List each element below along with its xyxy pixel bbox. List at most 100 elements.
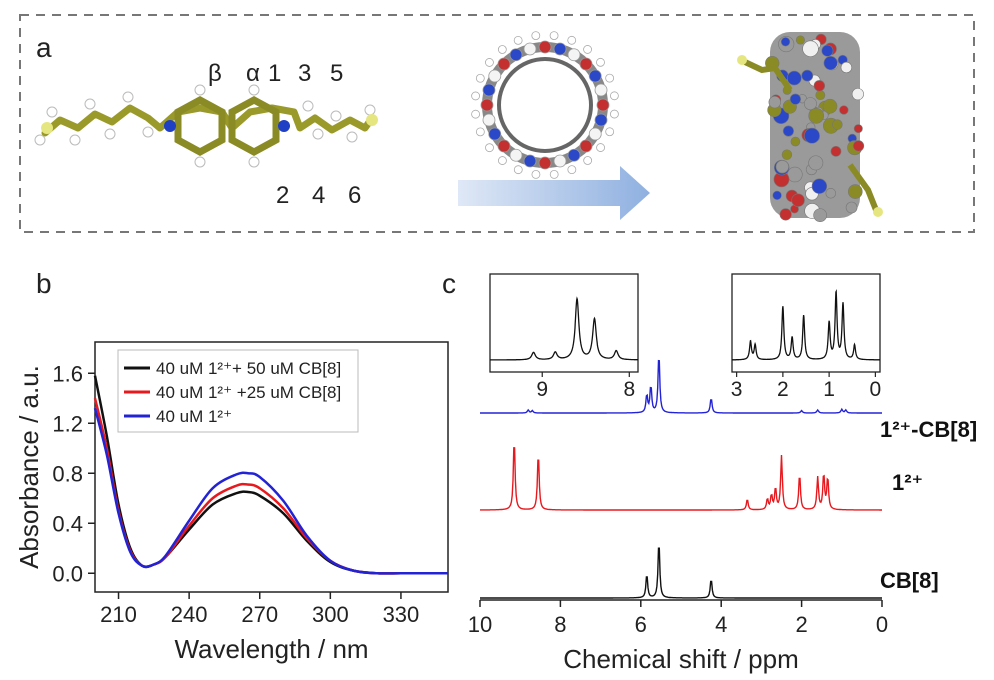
complex-atom (808, 107, 825, 124)
ring-atom (523, 154, 537, 168)
ring-hydrogen (485, 143, 494, 153)
cucurbituril-ring-model (471, 31, 619, 179)
inset-tick-label: 1 (823, 378, 835, 401)
spectrum-label-2: CB[8] (880, 568, 939, 593)
x-tick-label: 270 (241, 602, 278, 627)
complex-atom (822, 98, 838, 114)
ring-hydrogen (485, 58, 494, 67)
ring-atom (553, 154, 567, 168)
legend: 40 uM 1²⁺+ 50 uM CB[8] 40 uM 1²⁺ +25 uM C… (117, 349, 359, 433)
nmr-spectrum-0 (480, 359, 882, 414)
ring-hydrogen (596, 143, 605, 152)
complex-atom (853, 124, 863, 134)
legend-entry-0: 40 uM 1²⁺+ 50 uM CB[8] (156, 359, 341, 378)
panel-a-dashed-frame (19, 14, 975, 233)
ring-atom (579, 57, 593, 71)
complex-atom (847, 184, 863, 199)
ring-atom (488, 127, 502, 141)
complex-atom (823, 56, 838, 71)
ring-atom (538, 156, 552, 170)
ring-atom (509, 148, 523, 162)
ring-hydrogen (609, 91, 619, 101)
y-tick-label: 1.6 (52, 361, 83, 386)
ring-atom (594, 83, 608, 97)
complex-chain (847, 163, 879, 212)
y-tick-label: 0.4 (52, 511, 83, 536)
ring-atom (482, 113, 496, 127)
ring-atom (488, 69, 502, 83)
y-tick-label: 0.8 (52, 461, 83, 486)
ring-atom (594, 113, 608, 127)
y-tick-label: 1.2 (52, 411, 83, 436)
ring-hydrogen (531, 31, 541, 41)
ring-atom (538, 40, 552, 54)
complex-atom (787, 70, 802, 86)
complex-atom (790, 136, 801, 147)
ring-hydrogen (567, 165, 577, 175)
complex-atom (852, 140, 865, 152)
complex-atom (815, 90, 826, 101)
complex-atom (801, 69, 814, 82)
ring-atom (480, 98, 494, 112)
plot-frame (94, 341, 449, 593)
complex-atom (781, 149, 793, 160)
x-tick-label: 4 (715, 612, 727, 637)
ring-atom (567, 48, 581, 62)
complex-atom (830, 145, 842, 157)
ring-hydrogen (475, 73, 485, 83)
x-tick-label: 2 (795, 612, 807, 637)
complex-atom (813, 80, 826, 92)
x-tick-label: 8 (554, 612, 566, 637)
inset-tick-label: 8 (623, 378, 635, 401)
ring-atom (567, 148, 581, 162)
complex-atom (772, 190, 782, 200)
ring-hydrogen (596, 57, 605, 67)
ring-hydrogen (513, 165, 523, 175)
inset-spectrum-1 (732, 288, 880, 361)
panel-c-letter: c (442, 268, 456, 299)
viologen-molecule-model (34, 84, 378, 168)
label-5: 5 (330, 60, 344, 87)
label-6: 6 (348, 182, 362, 209)
ring-hydrogen (549, 31, 559, 40)
ring-atom (596, 98, 610, 112)
legend-entry-1: 40 uM 1²⁺ +25 uM CB[8] (156, 383, 341, 402)
complex-atom (791, 193, 805, 207)
ring-atom (509, 48, 523, 62)
complex-atom (811, 178, 828, 194)
x-tick-label: 240 (171, 602, 208, 627)
x-tick-label: 10 (468, 612, 492, 637)
uv-vis-chart: 0.0 0.4 0.8 1.2 1.6 210 240 270 300 330 Wavelength… (14, 341, 449, 664)
complex-atom (804, 127, 820, 144)
complex-atom (782, 125, 794, 137)
legend-entry-2: 40 uM 1²⁺ (156, 407, 232, 426)
complex-atom (775, 160, 789, 174)
ring-hydrogen (567, 35, 577, 45)
series-line-2 (93, 407, 448, 575)
reaction-arrow (458, 166, 650, 220)
nmr-spectrum-2 (480, 547, 882, 599)
x-tick-label: 330 (383, 602, 420, 627)
label-beta: β (208, 60, 222, 87)
complex-atom (873, 207, 883, 217)
ring-atom (579, 139, 593, 153)
ring-hydrogen (605, 73, 615, 83)
x-axis-label: Wavelength / nm (174, 634, 368, 664)
complex-atom (832, 119, 843, 130)
complex-molecule-model (737, 32, 883, 223)
ring-atom (497, 139, 511, 153)
ring-hydrogen (497, 45, 507, 54)
x-tick-label: 210 (100, 602, 137, 627)
spectrum-label-1: 1²⁺ (892, 470, 923, 495)
panel-b-letter: b (36, 268, 52, 299)
complex-atom (821, 44, 834, 57)
complex-atom (802, 40, 819, 57)
y-axis-label: Absorbance / a.u. (14, 365, 44, 569)
complex-atom (779, 208, 792, 221)
ring-hydrogen (531, 170, 541, 179)
inset-spectrum-0 (490, 296, 638, 361)
ring-hydrogen (549, 169, 559, 179)
ring-atom (497, 57, 511, 71)
x-tick-label: 0 (876, 612, 888, 637)
ring-hydrogen (583, 45, 592, 54)
